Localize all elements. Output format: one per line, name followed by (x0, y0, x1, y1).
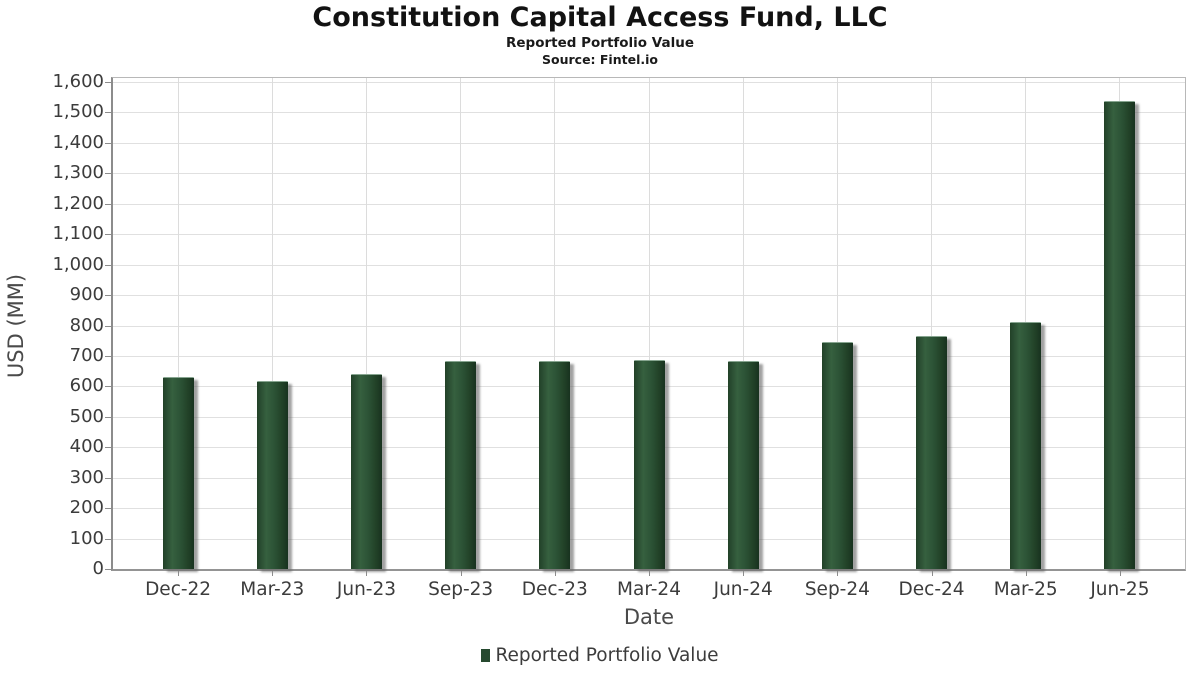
plot-area (111, 77, 1186, 571)
y-tick-label-0: 0 (92, 558, 104, 579)
x-tick-label-Mar-24: Mar-24 (617, 579, 681, 600)
y-tick-label-1100: 1,100 (52, 223, 104, 245)
y-tick-label-1300: 1,300 (52, 162, 104, 184)
v-gridline-Sep-23 (460, 78, 462, 569)
y-tick-label-500: 500 (69, 405, 104, 427)
x-tick-label-Dec-22: Dec-22 (145, 579, 212, 600)
x-tick-Sep-24 (837, 571, 839, 576)
v-gridline-Dec-22 (177, 78, 179, 569)
v-gridline-Jun-24 (742, 78, 744, 569)
bar-Dec-22[interactable] (162, 377, 194, 569)
v-gridline-Dec-24 (931, 78, 933, 569)
y-tick-1400 (105, 142, 111, 144)
bar-Mar-23[interactable] (256, 380, 288, 569)
chart-subtitle: Reported Portfolio Value (506, 35, 694, 51)
x-tick-Mar-23 (272, 571, 274, 576)
y-tick-1200 (105, 203, 111, 205)
bar-Mar-25[interactable] (1010, 322, 1042, 569)
x-tick-label-Jun-23: Jun-23 (336, 579, 397, 600)
y-tick-600 (105, 386, 111, 388)
y-tick-200 (105, 508, 111, 510)
bar-Jun-25[interactable] (1104, 101, 1136, 569)
bar-Dec-23[interactable] (539, 361, 571, 569)
v-gridline-Mar-24 (648, 78, 650, 569)
chart-source-label: Source: Fintel.io (542, 52, 658, 67)
x-tick-Jun-24 (743, 571, 745, 576)
y-tick-1300 (105, 173, 111, 175)
x-tick-Sep-23 (460, 571, 462, 576)
bar-Sep-23[interactable] (445, 361, 477, 569)
y-tick-label-400: 400 (69, 436, 104, 458)
bar-Mar-24[interactable] (633, 359, 665, 569)
x-tick-Dec-23 (554, 571, 556, 576)
x-tick-label-Dec-23: Dec-23 (521, 579, 588, 600)
y-tick-300 (105, 477, 111, 479)
chart-title: Constitution Capital Access Fund, LLC (312, 2, 888, 33)
y-tick-label-1400: 1,400 (52, 131, 104, 153)
y-tick-label-1500: 1,500 (52, 101, 104, 123)
y-tick-0 (105, 569, 111, 570)
x-tick-label-Mar-23: Mar-23 (240, 579, 305, 600)
y-tick-900 (105, 295, 111, 297)
bar-Jun-24[interactable] (727, 361, 759, 569)
x-axis-title: Date (623, 605, 675, 629)
v-gridline-Sep-24 (836, 78, 838, 569)
y-tick-label-800: 800 (69, 314, 104, 336)
legend-label: Reported Portfolio Value (495, 645, 719, 666)
x-tick-label-Jun-25: Jun-25 (1090, 579, 1150, 600)
bar-Sep-24[interactable] (821, 341, 853, 569)
x-tick-Mar-24 (649, 571, 650, 576)
x-tick-Dec-22 (178, 571, 180, 576)
y-tick-1600 (105, 82, 111, 83)
x-tick-Mar-25 (1025, 571, 1027, 576)
x-tick-label-Dec-24: Dec-24 (898, 579, 965, 600)
y-tick-label-900: 900 (69, 284, 104, 306)
y-tick-1100 (105, 234, 111, 236)
x-tick-Jun-23 (366, 571, 368, 576)
y-tick-label-1600: 1,600 (52, 71, 104, 92)
x-tick-Jun-25 (1119, 571, 1121, 576)
y-tick-label-200: 200 (69, 497, 104, 519)
y-tick-400 (105, 447, 111, 449)
x-tick-label-Mar-25: Mar-25 (993, 579, 1058, 600)
y-tick-label-600: 600 (69, 375, 104, 397)
v-gridline-Mar-23 (271, 78, 273, 569)
bar-Dec-24[interactable] (916, 336, 948, 569)
y-tick-label-300: 300 (69, 466, 104, 488)
y-tick-label-700: 700 (69, 344, 104, 366)
legend-marker-reported-portfolio-value (481, 649, 491, 662)
v-gridline-Jun-23 (365, 78, 367, 569)
y-tick-label-1000: 1,000 (52, 253, 104, 275)
x-tick-label-Sep-24: Sep-24 (804, 579, 870, 600)
x-tick-label-Jun-24: Jun-24 (713, 579, 773, 600)
v-gridline-Dec-23 (554, 78, 556, 569)
y-tick-500 (105, 416, 111, 418)
y-tick-1000 (105, 264, 111, 266)
x-tick-Dec-24 (931, 571, 933, 576)
legend: Reported Portfolio Value (0, 645, 1200, 666)
y-tick-100 (105, 538, 111, 540)
y-tick-label-1200: 1,200 (52, 192, 104, 214)
y-tick-1500 (105, 112, 111, 114)
y-tick-700 (105, 355, 111, 357)
bar-Jun-23[interactable] (350, 373, 382, 569)
y-tick-800 (105, 325, 111, 327)
y-tick-label-100: 100 (69, 527, 104, 549)
x-tick-label-Sep-23: Sep-23 (428, 579, 494, 600)
